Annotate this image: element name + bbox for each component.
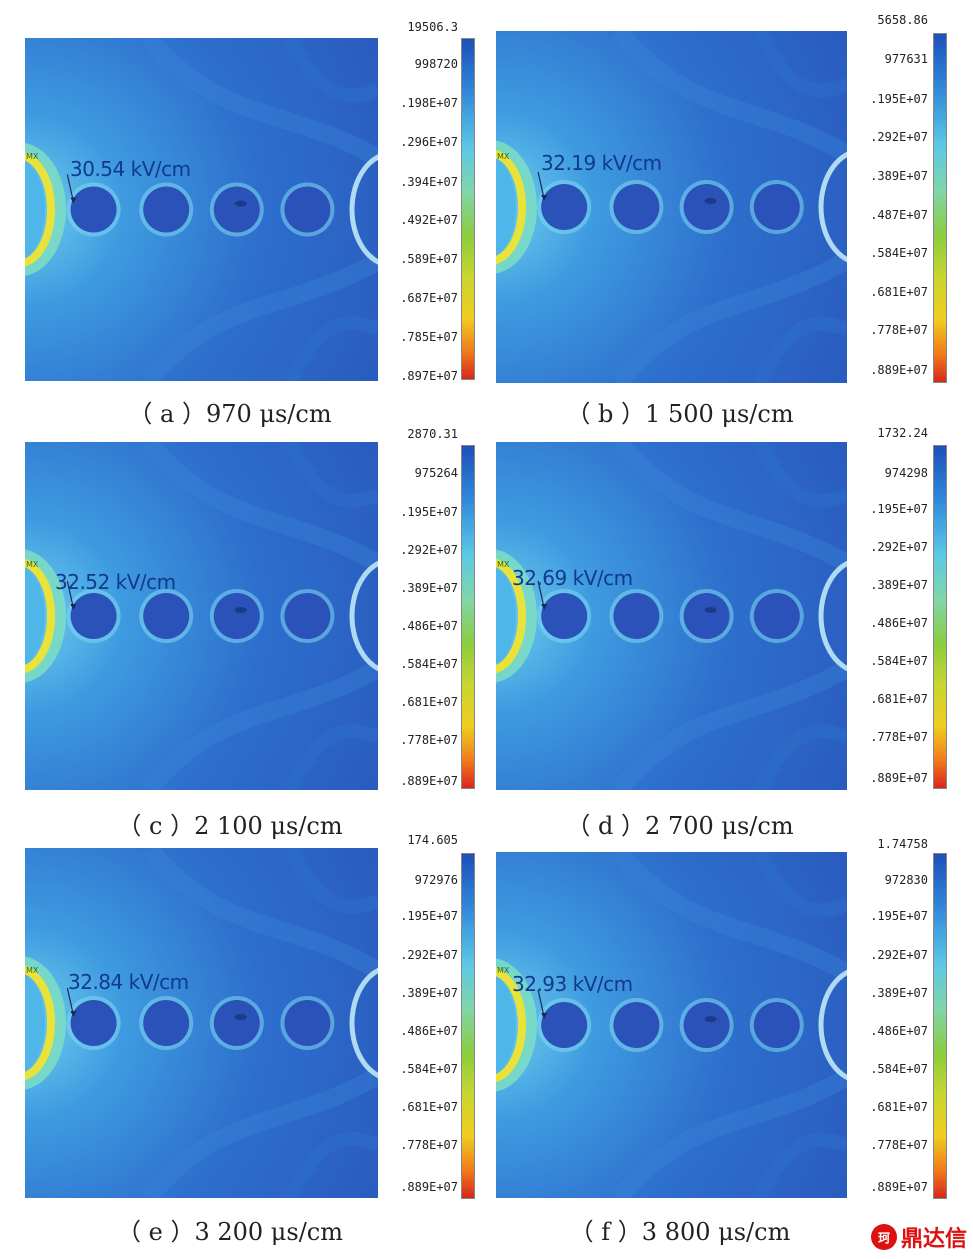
scale-label: .584E+07 (400, 657, 458, 671)
scale-label: .584E+07 (870, 1062, 928, 1076)
caption-a: （ a ）970 μs/cm (128, 400, 332, 428)
scale-label: .195E+07 (400, 909, 458, 923)
field-annotation-f: 32.93 kV/cm (512, 972, 633, 996)
scale-label: .778E+07 (870, 1138, 928, 1152)
scale-label: .389E+07 (870, 169, 928, 183)
scale-label: .195E+07 (870, 92, 928, 106)
field-svg (496, 442, 847, 790)
colorbar-b (933, 33, 947, 383)
scale-label: 998720 (414, 57, 458, 71)
scale-label: .292E+07 (400, 543, 458, 557)
scale-label: .687E+07 (400, 291, 458, 305)
max-marker-e: MX (26, 966, 39, 975)
scale-label: 977631 (884, 52, 928, 66)
scale-label: .897E+07 (400, 369, 458, 383)
scale-label: .389E+07 (400, 986, 458, 1000)
scale-label: 1.74758 (877, 837, 928, 851)
caption-b: （ b ）1 500 μs/cm (566, 400, 794, 428)
scale-label: .195E+07 (400, 505, 458, 519)
colorbar-c (461, 445, 475, 789)
scale-label: 19506.3 (407, 20, 458, 34)
scale-label: 972830 (884, 873, 928, 887)
scale-label: .389E+07 (400, 581, 458, 595)
field-annotation-b: 32.19 kV/cm (541, 151, 662, 175)
field-svg (25, 442, 378, 790)
scale-label: .889E+07 (400, 774, 458, 788)
scale-label: .389E+07 (870, 578, 928, 592)
scale-label: .778E+07 (870, 730, 928, 744)
scale-label: .889E+07 (870, 363, 928, 377)
scale-label: .778E+07 (400, 1138, 458, 1152)
scale-label: .681E+07 (400, 695, 458, 709)
scale-label: .486E+07 (870, 616, 928, 630)
colorbar-e (461, 853, 475, 1199)
scale-label: 972976 (414, 873, 458, 887)
scale-label: .681E+07 (400, 1100, 458, 1114)
caption-c: （ c ）2 100 μs/cm (117, 812, 343, 840)
scale-label: .889E+07 (400, 1180, 458, 1194)
scale-label: .486E+07 (400, 619, 458, 633)
watermark-logo-icon: 珂 (870, 1224, 897, 1250)
scale-label: 974298 (884, 466, 928, 480)
caption-f: （ f ）3 800 μs/cm (569, 1218, 791, 1246)
scale-label: .778E+07 (870, 323, 928, 337)
field-annotation-a: 30.54 kV/cm (70, 157, 191, 181)
scale-label: .681E+07 (870, 1100, 928, 1114)
scale-label: .681E+07 (870, 285, 928, 299)
scale-label: .487E+07 (870, 208, 928, 222)
watermark-text: 鼎达信 (900, 1227, 967, 1252)
field-svg (496, 31, 847, 383)
scale-label: .394E+07 (400, 175, 458, 189)
scale-label: .389E+07 (870, 986, 928, 1000)
scale-label: .292E+07 (870, 540, 928, 554)
field-svg (25, 848, 378, 1198)
field-annotation-e: 32.84 kV/cm (68, 970, 189, 994)
field-plot-e (25, 848, 378, 1198)
colorbar-f (933, 853, 947, 1199)
scale-label: .492E+07 (400, 213, 458, 227)
scale-label: 1732.24 (877, 426, 928, 440)
scale-label: 174.605 (407, 833, 458, 847)
field-plot-a (25, 38, 378, 381)
field-plot-d (496, 442, 847, 790)
field-plot-f (496, 852, 847, 1198)
scale-label: .292E+07 (870, 130, 928, 144)
max-marker-f: MX (497, 966, 510, 975)
caption-d: （ d ）2 700 μs/cm (566, 812, 794, 840)
scale-label: .486E+07 (400, 1024, 458, 1038)
scale-label: .681E+07 (870, 692, 928, 706)
caption-e: （ e ）3 200 μs/cm (117, 1218, 343, 1246)
max-marker-d: MX (497, 560, 510, 569)
scale-label: .195E+07 (870, 502, 928, 516)
scale-label: .589E+07 (400, 252, 458, 266)
scale-label: .292E+07 (400, 948, 458, 962)
scale-label: 5658.86 (877, 13, 928, 27)
field-svg (496, 852, 847, 1198)
scale-label: 2870.31 (407, 427, 458, 441)
scale-label: .195E+07 (870, 909, 928, 923)
watermark: 珂 鼎达信 (870, 1221, 967, 1253)
max-marker-c: MX (26, 560, 39, 569)
scale-label: .584E+07 (870, 246, 928, 260)
field-svg (25, 38, 378, 381)
scale-label: .198E+07 (400, 96, 458, 110)
scale-label: .486E+07 (870, 1024, 928, 1038)
scale-label: .889E+07 (870, 1180, 928, 1194)
field-plot-b (496, 31, 847, 383)
scale-label: .292E+07 (870, 948, 928, 962)
colorbar-a (461, 38, 475, 380)
scale-label: .785E+07 (400, 330, 458, 344)
max-marker-b: MX (497, 152, 510, 161)
field-plot-c (25, 442, 378, 790)
scale-label: .296E+07 (400, 135, 458, 149)
scale-label: 975264 (414, 466, 458, 480)
scale-label: .778E+07 (400, 733, 458, 747)
colorbar-d (933, 445, 947, 789)
scale-label: .584E+07 (870, 654, 928, 668)
field-annotation-d: 32.69 kV/cm (512, 566, 633, 590)
scale-label: .889E+07 (870, 771, 928, 785)
field-annotation-c: 32.52 kV/cm (55, 570, 176, 594)
max-marker-a: MX (26, 152, 39, 161)
scale-label: .584E+07 (400, 1062, 458, 1076)
